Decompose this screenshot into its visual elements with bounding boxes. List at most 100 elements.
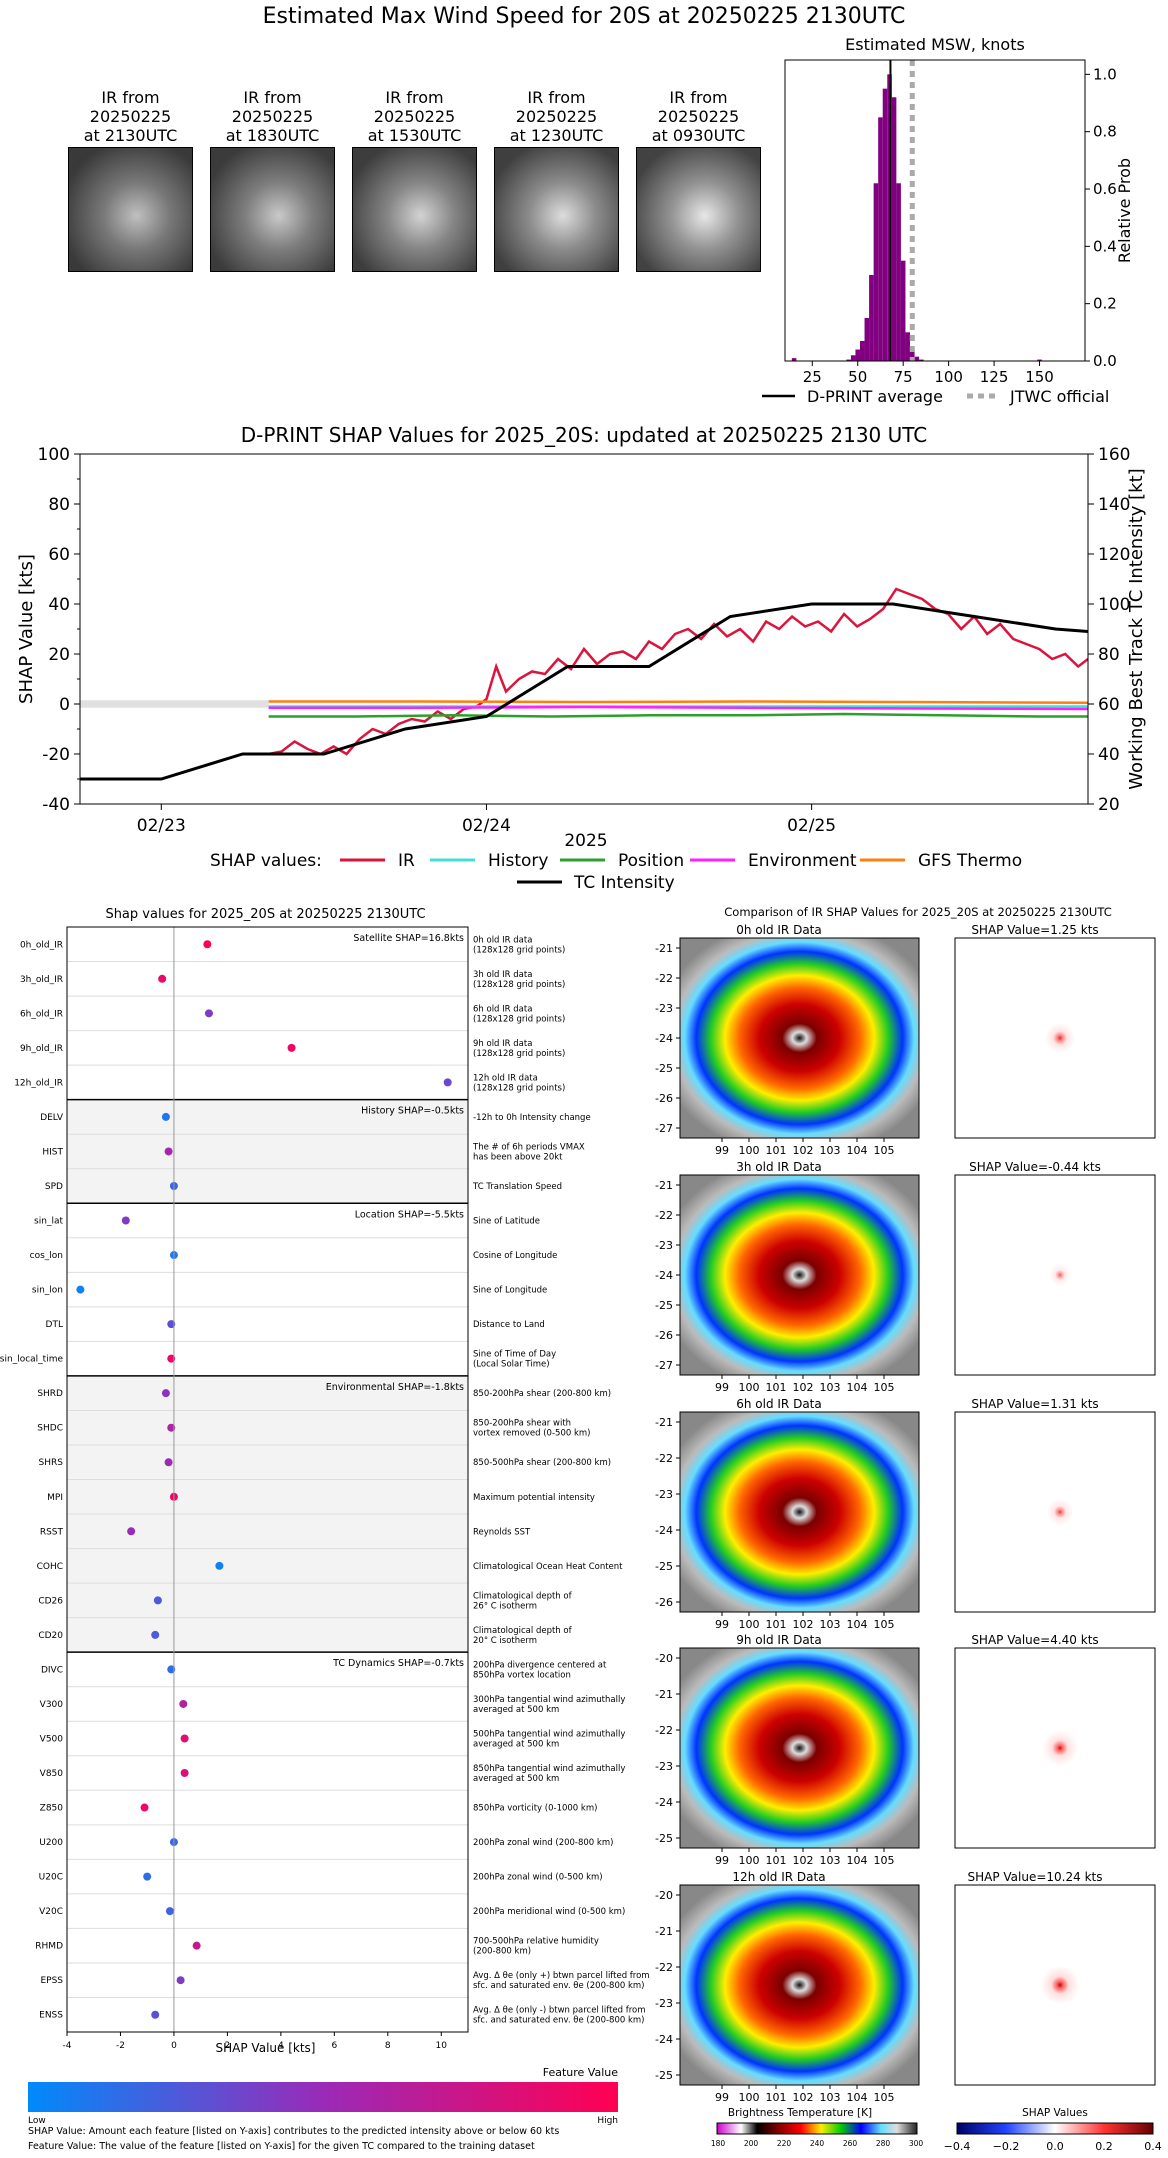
series-line-ir (268, 587, 1089, 756)
legend-label: Position (618, 851, 684, 871)
feature-description: Maximum potential intensity (473, 1493, 595, 1503)
ir-panel-title: 6h old IR Data (736, 1397, 822, 1411)
ir-thumbnail: IR from 20250225 at 1230UTC (494, 88, 619, 272)
shap-colorbar-tick: 0.4 (1144, 2140, 1162, 2153)
ir-thumbnail: IR from 20250225 at 2130UTC (68, 88, 193, 272)
shap-timeseries-chart: D-PRINT SHAP Values for 2025_20S: update… (16, 423, 1147, 893)
feature-description: Climatological depth of (473, 1626, 573, 1636)
feature-point (143, 1872, 152, 1881)
x-tick-label: 105 (874, 1618, 895, 1631)
y2-axis-label: Working Best Track TC Intensity [kt] (1126, 468, 1147, 789)
x-tick-label: 103 (820, 1618, 841, 1631)
feature-point (443, 1078, 452, 1087)
y-tick-label: -21 (655, 1925, 673, 1938)
y-tick-label: -25 (655, 1062, 673, 1075)
y2-tick-label: 60 (1098, 695, 1120, 715)
feature-description: vortex removed (0-500 km) (473, 1429, 590, 1439)
y-tick-label: 0.4 (1093, 237, 1117, 255)
y-tick-label: -20 (655, 1652, 673, 1665)
ir-thumbnail: IR from 20250225 at 1830UTC (210, 88, 335, 272)
y-tick-label: -24 (655, 1796, 673, 1809)
legend-label: JTWC official (1009, 387, 1109, 406)
feature-label: V300 (40, 1700, 64, 1710)
group-label: TC Dynamics SHAP=-0.7kts (332, 1658, 464, 1669)
x-tick-label: 103 (820, 1854, 841, 1867)
feature-description: 200hPa zonal wind (200-800 km) (473, 1838, 613, 1848)
ir-panel-image (679, 1884, 920, 2086)
feature-label: HIST (42, 1147, 63, 1157)
msw-histogram: Estimated MSW, knots 25 50 75 100 125 150 0.0 0.… (762, 35, 1134, 406)
ir-panel-image (679, 1411, 920, 1613)
histogram-bar (869, 275, 874, 361)
y-tick-label: -22 (655, 1961, 673, 1974)
histogram-bar (846, 359, 851, 361)
x-tick-label: 8 (385, 2041, 391, 2051)
group-label: Environmental SHAP=-1.8kts (326, 1382, 464, 1393)
bt-colorbar-tick: 180 (711, 2139, 726, 2148)
feature-description: 3h old IR data (473, 970, 532, 980)
feature-label: 9h_old_IR (20, 1044, 63, 1054)
y-tick-label: 0.6 (1093, 180, 1117, 198)
x-tick-label: 150 (1025, 368, 1054, 386)
x-tick-label: 104 (847, 1144, 868, 1157)
ir-thumbnail-caption: IR from (243, 88, 302, 107)
feature-description: 12h old IR data (473, 1073, 538, 1083)
feature-label: cos_lon (30, 1251, 63, 1261)
feature-point (158, 974, 167, 983)
feature-label: SHRS (39, 1458, 64, 1468)
histogram-bar (910, 349, 915, 361)
bt-colorbar-tick: 300 (909, 2139, 924, 2148)
x-tick-label: 100 (739, 1144, 760, 1157)
y-tick-label: -24 (655, 1032, 673, 1045)
feature-description: (Local Solar Time) (473, 1360, 550, 1370)
feature-point (76, 1285, 85, 1294)
y-axis-label: SHAP Value [kts] (16, 554, 37, 704)
feature-description: Avg. Δ θe (only +) btwn parcel lifted fr… (473, 1971, 650, 1981)
shap-panel-title: SHAP Value=10.24 kts (968, 1870, 1103, 1884)
feature-description: 0h old IR data (473, 935, 532, 945)
y-tick-label: -21 (655, 1688, 673, 1701)
group-label: History SHAP=-0.5kts (361, 1106, 464, 1117)
y-tick-label: -21 (655, 1179, 673, 1192)
x-tick-label: 101 (766, 2091, 787, 2104)
group-band (67, 1099, 468, 1204)
feature-label: 6h_old_IR (20, 1009, 63, 1019)
feature-description: has been above 20kt (473, 1152, 563, 1162)
feature-description: 850hPa vorticity (0-1000 km) (473, 1804, 597, 1814)
histogram-bar (860, 340, 865, 361)
x-tick-label: 104 (847, 2091, 868, 2104)
ir-thumbnail: IR from 20250225 at 0930UTC (636, 88, 761, 272)
histogram-bar (905, 332, 910, 361)
y-tick-label: 0.2 (1093, 295, 1117, 313)
feature-label: DELV (40, 1113, 64, 1123)
shap-colorbar-tick: 0.0 (1046, 2140, 1064, 2153)
feature-point (151, 2010, 160, 2019)
x-tick-label: 103 (820, 1144, 841, 1157)
x-tick-label: 101 (766, 1381, 787, 1394)
bt-colorbar-title: Brightness Temperature [K] (728, 2107, 872, 2119)
feature-label: SHRD (37, 1389, 63, 1399)
feature-description: (200-800 km) (473, 1947, 531, 1957)
feature-description: TC Translation Speed (472, 1182, 562, 1192)
comparison-title: Comparison of IR SHAP Values for 2025_20… (724, 905, 1111, 919)
x-tick-label: 02/24 (462, 816, 511, 836)
y2-tick-label: 140 (1098, 495, 1130, 515)
feature-point (121, 1216, 130, 1225)
x-tick-label: 50 (848, 368, 867, 386)
x-tick-label: 105 (874, 1381, 895, 1394)
feature-description: 26° C isotherm (473, 1601, 537, 1611)
feature-description: averaged at 500 km (473, 1774, 559, 1784)
shap-panel-title: SHAP Value=1.31 kts (971, 1397, 1098, 1411)
x-tick-label: 125 (980, 368, 1009, 386)
x-tick-label: 100 (739, 1618, 760, 1631)
histogram-bar (864, 318, 870, 361)
feature-description: The # of 6h periods VMAX (472, 1142, 585, 1152)
x-tick-label: 100 (934, 368, 963, 386)
shap-colorbar-tick: −0.2 (993, 2140, 1020, 2153)
ir-thumbnail-caption: at 1830UTC (225, 126, 320, 145)
y2-tick-label: 20 (1098, 795, 1120, 815)
feature-description: 200hPa meridional wind (0-500 km) (473, 1907, 625, 1917)
ir-panel-title: 9h old IR Data (736, 1633, 822, 1647)
group-label: Location SHAP=-5.5kts (355, 1209, 464, 1220)
